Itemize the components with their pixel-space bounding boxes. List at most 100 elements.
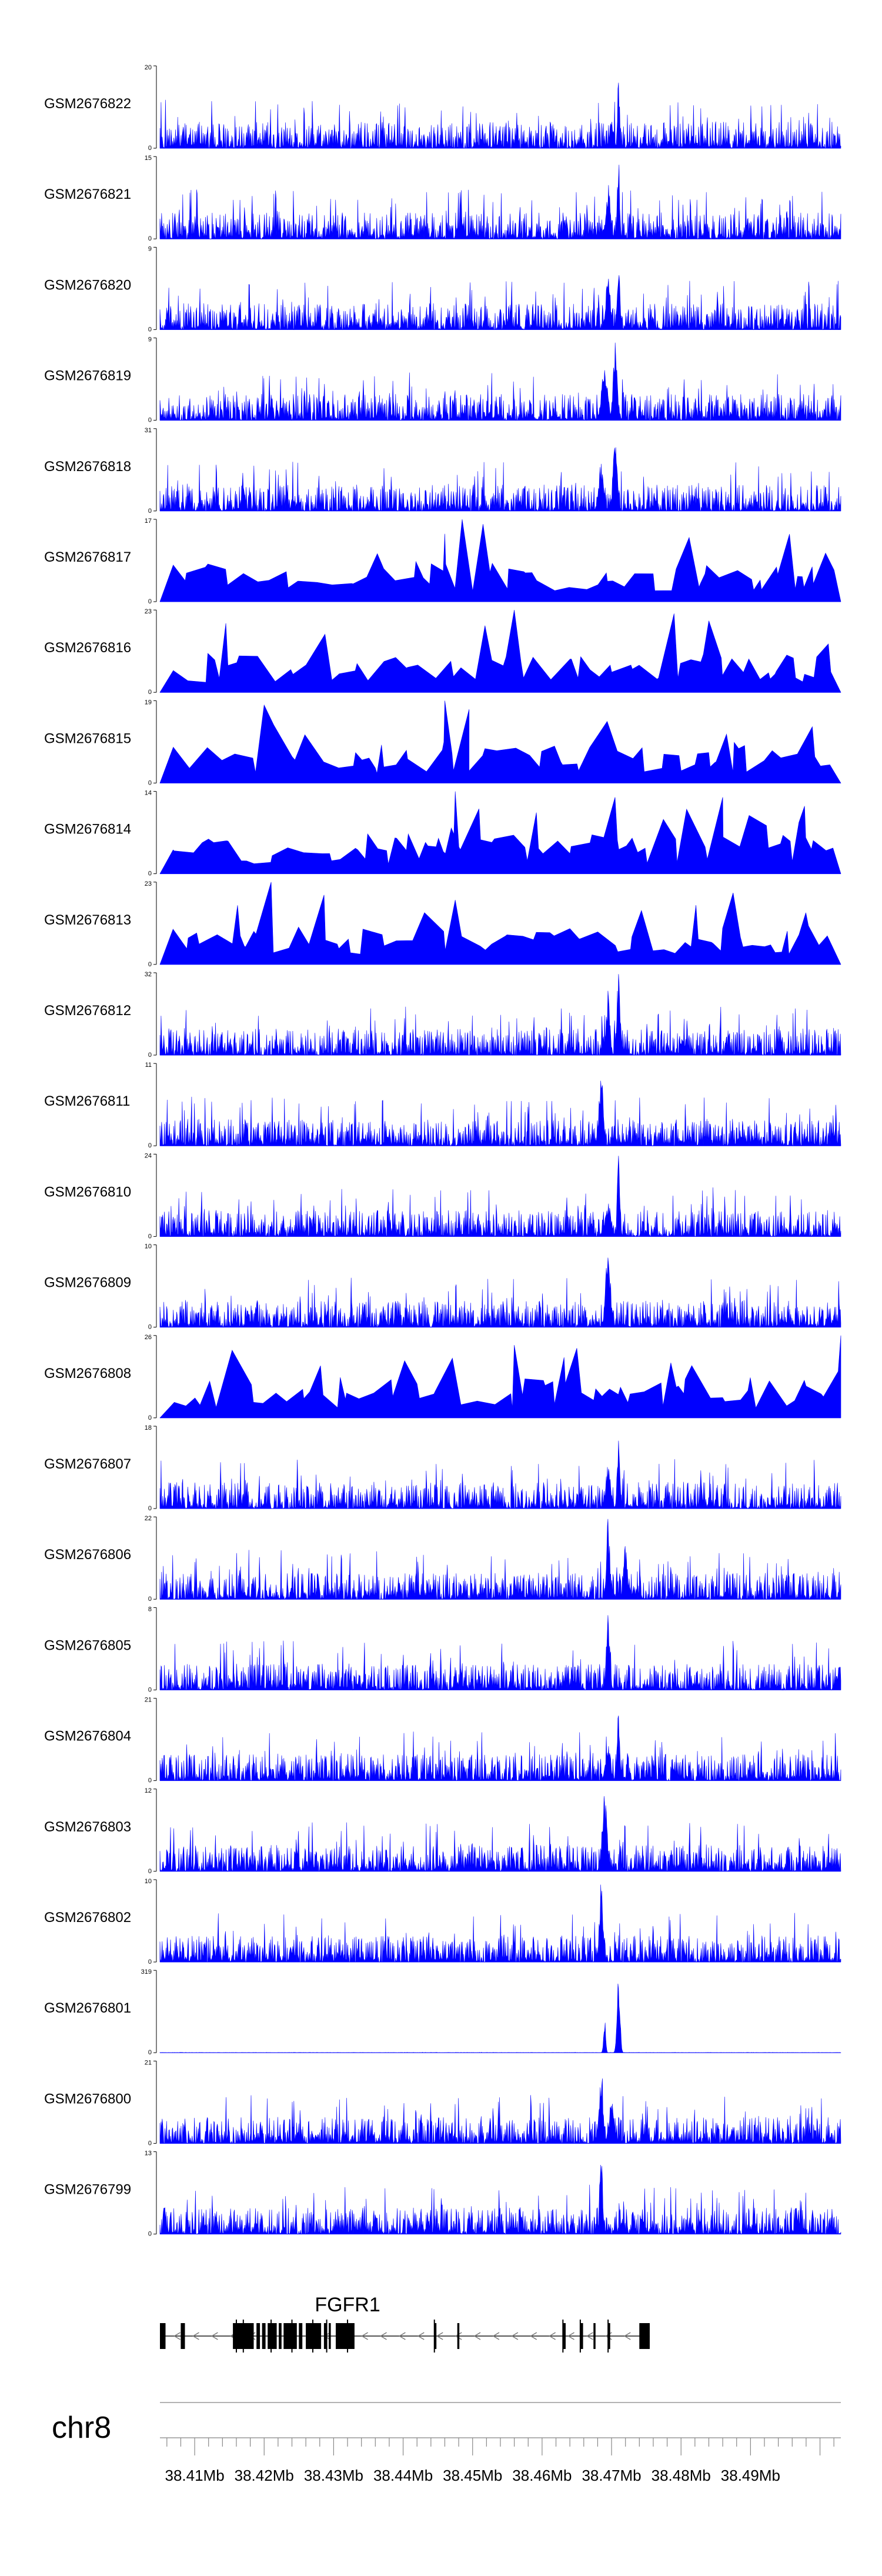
strand-arrow [173, 2332, 181, 2340]
coverage-area [159, 882, 841, 965]
y-min-label: 0 [148, 689, 152, 696]
track-label: GSM2676805 [44, 1637, 131, 1653]
coverage-area [159, 519, 841, 602]
coverage-area [159, 1796, 841, 1872]
track-label: GSM2676810 [44, 1184, 131, 1200]
strand-arrow [511, 2332, 519, 2340]
y-min-label: 0 [148, 1233, 152, 1240]
track-GSM2676811: GSM2676811 11 0 [44, 1062, 841, 1149]
gene-exon [329, 2323, 331, 2349]
track-label: GSM2676813 [44, 912, 131, 928]
y-max-label: 26 [145, 1334, 152, 1341]
y-min-label: 0 [148, 235, 152, 242]
y-max-label: 10 [145, 1878, 152, 1885]
track-label: GSM2676806 [44, 1547, 131, 1563]
y-min-label: 0 [148, 1958, 152, 1966]
gene-exon [283, 2323, 297, 2349]
y-min-label: 0 [148, 779, 152, 786]
chromosome-label: chr8 [52, 2411, 111, 2445]
track-label: GSM2676819 [44, 368, 131, 384]
track-label: GSM2676809 [44, 1275, 131, 1291]
coverage-area [159, 1440, 841, 1510]
track-GSM2676806: GSM2676806 22 0 [44, 1515, 841, 1603]
axis-tick-label: 38.49Mb [721, 2467, 780, 2484]
strand-arrow [398, 2332, 406, 2340]
gene-exon [434, 2323, 437, 2349]
coverage-area [159, 342, 841, 421]
gene-exon [639, 2323, 650, 2349]
track-label: GSM2676799 [44, 2182, 131, 2198]
axis-tick-label: 38.44Mb [373, 2467, 433, 2484]
coverage-area [159, 1716, 841, 1781]
y-max-label: 10 [145, 1243, 152, 1250]
coverage-tracks: GSM2676822200GSM2676821150GSM267682090GS… [44, 64, 841, 2238]
y-min-label: 0 [148, 2049, 152, 2056]
gene-exon [279, 2323, 282, 2349]
track-GSM2676822: GSM2676822 20 0 [44, 64, 841, 152]
gene-exon [593, 2323, 596, 2349]
track-label: GSM2676803 [44, 1819, 131, 1835]
y-max-label: 14 [145, 790, 152, 797]
track-label: GSM2676804 [44, 1729, 131, 1744]
y-max-label: 22 [145, 1515, 152, 1522]
y-max-label: 12 [145, 1787, 152, 1794]
track-GSM2676817: GSM2676817 17 0 [44, 518, 841, 605]
coverage-area [159, 1519, 841, 1600]
strand-arrow [380, 2332, 387, 2340]
y-max-label: 11 [145, 1062, 152, 1069]
track-label: GSM2676815 [44, 730, 131, 746]
axis-tick-label: 38.46Mb [512, 2467, 572, 2484]
gene-exon [268, 2323, 277, 2349]
y-max-label: 319 [141, 1968, 152, 1976]
y-min-label: 0 [148, 145, 152, 152]
y-min-label: 0 [148, 1142, 152, 1149]
y-min-label: 0 [148, 1868, 152, 1875]
coverage-area [159, 2078, 841, 2144]
genome-axis: chr8 38.41Mb 38.42Mb 38.43Mb 38.44Mb 38.45Mb… [52, 2402, 841, 2484]
track-label: GSM2676820 [44, 277, 131, 293]
track-GSM2676803: GSM2676803 12 0 [44, 1787, 841, 1875]
y-min-label: 0 [148, 1505, 152, 1512]
strand-arrow [361, 2332, 368, 2340]
coverage-area [159, 1080, 841, 1147]
track-label: GSM2676818 [44, 459, 131, 475]
track-GSM2676802: GSM2676802 10 0 [44, 1878, 841, 1966]
gene-exon [299, 2323, 303, 2349]
y-max-label: 19 [145, 699, 152, 706]
track-GSM2676804: GSM2676804 21 0 [44, 1697, 841, 1784]
strand-arrow [567, 2332, 574, 2340]
track-GSM2676801: GSM2676801 319 0 [44, 1968, 841, 2056]
y-max-label: 21 [145, 1697, 152, 1704]
track-GSM2676800: GSM2676800 21 0 [44, 2059, 841, 2147]
strand-arrow [436, 2332, 443, 2340]
track-GSM2676813: GSM2676813 23 0 [44, 880, 841, 968]
gene-exon [256, 2323, 260, 2349]
gene-exon [160, 2323, 166, 2349]
y-min-label: 0 [148, 1777, 152, 1784]
y-max-label: 23 [145, 608, 152, 615]
y-max-label: 17 [145, 518, 152, 525]
coverage-area [159, 1335, 841, 1419]
coverage-area [159, 1257, 841, 1328]
coverage-area [159, 1156, 841, 1237]
gene-exon [563, 2323, 566, 2349]
coverage-area [159, 610, 841, 693]
track-label: GSM2676816 [44, 640, 131, 656]
coverage-area [159, 1884, 841, 1963]
y-max-label: 15 [145, 155, 152, 162]
track-GSM2676808: GSM2676808 26 0 [44, 1334, 841, 1422]
strand-arrow [473, 2332, 481, 2340]
axis-tick-label: 38.47Mb [582, 2467, 641, 2484]
track-label: GSM2676817 [44, 549, 131, 565]
axis-tick-label: 38.41Mb [165, 2467, 224, 2484]
gene-exon [457, 2323, 460, 2349]
y-max-label: 21 [145, 2059, 152, 2066]
gene-label: FGFR1 [315, 2294, 380, 2316]
coverage-area [159, 791, 841, 874]
y-max-label: 24 [145, 1152, 152, 1159]
y-min-label: 0 [148, 1686, 152, 1693]
strand-arrow [192, 2332, 199, 2340]
y-max-label: 9 [148, 336, 152, 343]
y-max-label: 18 [145, 1424, 152, 1432]
track-GSM2676810: GSM2676810 24 0 [44, 1152, 841, 1240]
